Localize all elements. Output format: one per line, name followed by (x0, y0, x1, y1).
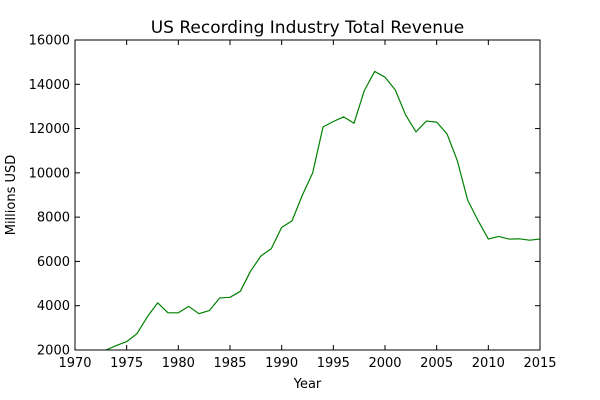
y-tick-label: 12000 (29, 122, 70, 137)
x-tick-label: 2010 (472, 356, 505, 371)
y-tick-label: 8000 (37, 211, 70, 226)
series-line-0 (105, 70, 541, 351)
x-tick-label: 1990 (265, 356, 298, 371)
y-tick-label: 10000 (29, 166, 70, 181)
y-tick-label: 4000 (37, 299, 70, 314)
y-tick-label: 2000 (37, 344, 70, 359)
plot-frame (74, 39, 541, 351)
x-tick-label: 1985 (213, 356, 246, 371)
plot-area: 1970 1975 1980 1985 1990 1995 2000 2005 2010 2015… (29, 34, 557, 372)
y-axis-label: Millions USD (4, 155, 19, 236)
x-axis-label: Year (293, 377, 322, 392)
y-tick-label: 14000 (29, 78, 70, 93)
x-tick-label: 2005 (420, 356, 453, 371)
x-tick-label: 2015 (523, 356, 556, 371)
x-tick-label: 1970 (58, 356, 91, 371)
x-tick-label: 1980 (162, 356, 195, 371)
chart-title: US Recording Industry Total Revenue (151, 18, 465, 38)
x-tick-label: 1995 (317, 356, 350, 371)
x-tick-label: 2000 (368, 356, 401, 371)
y-tick-label: 6000 (37, 255, 70, 270)
x-tick-label: 1975 (110, 356, 143, 371)
y-tick-label: 16000 (29, 34, 70, 49)
